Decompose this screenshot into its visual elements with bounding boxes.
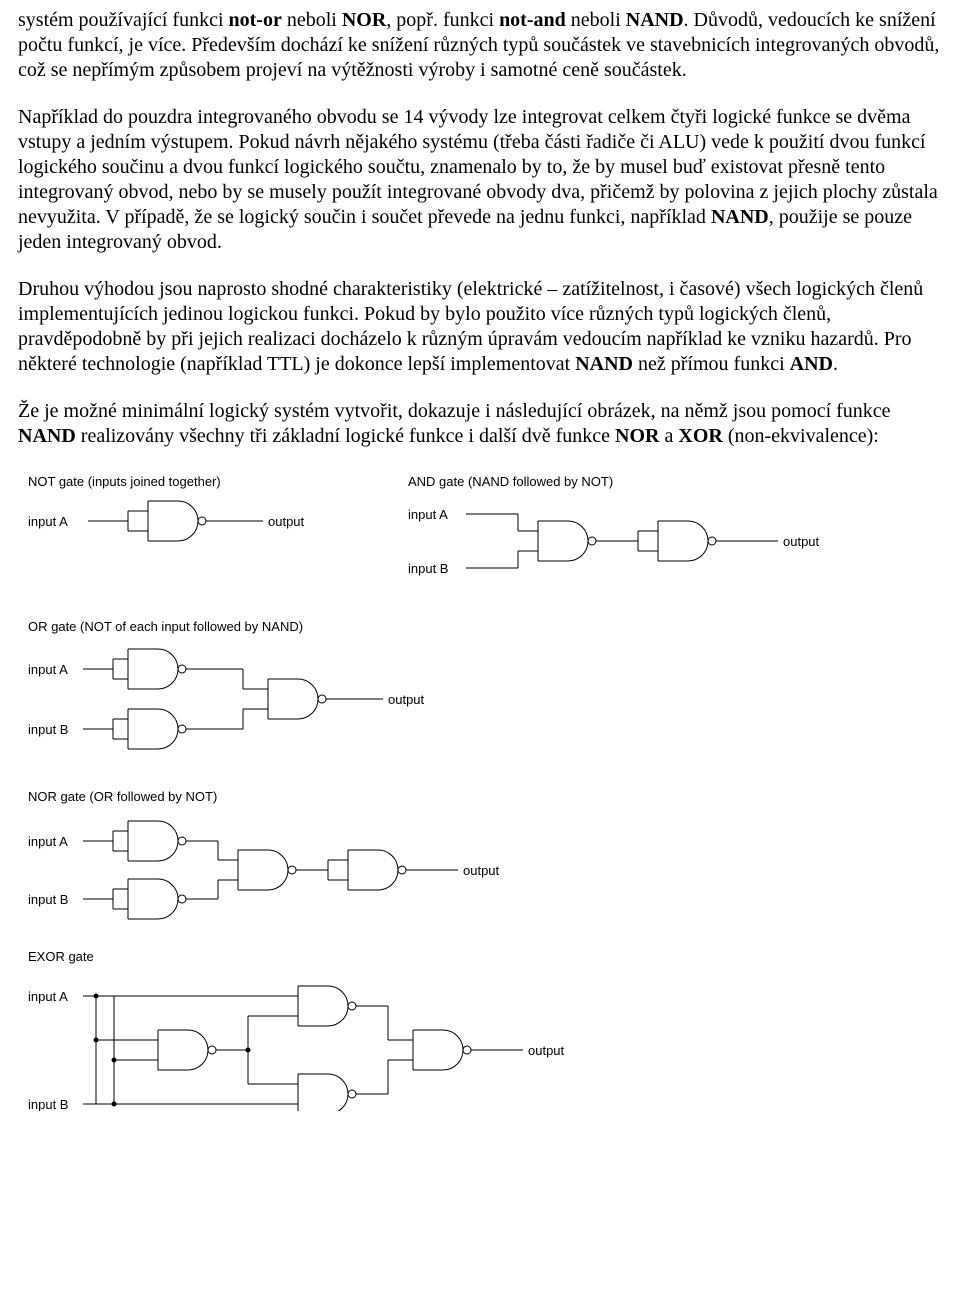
svg-text:EXOR gate: EXOR gate [28, 949, 94, 964]
text: systém používající funkci [18, 9, 229, 31]
text: , popř. funkci [386, 9, 499, 31]
svg-text:output: output [388, 692, 425, 707]
svg-text:NOR gate (OR followed by NOT): NOR gate (OR followed by NOT) [28, 789, 217, 804]
paragraph-1: systém používající funkci not-or neboli … [18, 8, 942, 83]
paragraph-3: Druhou výhodou jsou naprosto shodné char… [18, 277, 942, 377]
text: neboli [282, 9, 342, 31]
paragraph-4: Že je možné minimální logický systém vyt… [18, 399, 942, 449]
svg-text:OR gate (NOT of each input fol: OR gate (NOT of each input followed by N… [28, 619, 303, 634]
text: a [659, 425, 678, 447]
bold: not-and [499, 9, 566, 31]
svg-text:input A: input A [408, 507, 448, 522]
svg-text:AND gate (NAND followed by NOT: AND gate (NAND followed by NOT) [408, 474, 613, 489]
text: . [833, 353, 838, 375]
text: (non-ekvivalence): [723, 425, 879, 447]
text: realizovány všechny tři základní logické… [76, 425, 615, 447]
svg-text:output: output [268, 514, 305, 529]
svg-text:input A: input A [28, 834, 68, 849]
bold: NAND [575, 353, 633, 375]
bold: NAND [626, 9, 684, 31]
svg-text:output: output [463, 863, 500, 878]
svg-text:input A: input A [28, 662, 68, 677]
bold: XOR [678, 425, 722, 447]
bold: AND [790, 353, 833, 375]
paragraph-2: Například do pouzdra integrovaného obvod… [18, 105, 942, 255]
bold: NAND [711, 206, 769, 228]
text: než přímou funkci [633, 353, 790, 375]
svg-text:NOT gate (inputs joined togeth: NOT gate (inputs joined together) [28, 474, 221, 489]
nand-gates-diagram: NOT gate (inputs joined together) input A… [18, 471, 942, 1111]
bold: NAND [18, 425, 76, 447]
svg-text:input B: input B [28, 722, 68, 737]
bold: NOR [615, 425, 659, 447]
svg-text:input B: input B [28, 1097, 68, 1111]
svg-text:input A: input A [28, 514, 68, 529]
text: neboli [566, 9, 626, 31]
svg-text:output: output [528, 1043, 565, 1058]
svg-text:input A: input A [28, 989, 68, 1004]
svg-text:output: output [783, 534, 820, 549]
svg-text:input B: input B [28, 892, 68, 907]
bold: NOR [342, 9, 386, 31]
svg-text:input B: input B [408, 561, 448, 576]
bold: not-or [229, 9, 282, 31]
text: Že je možné minimální logický systém vyt… [18, 400, 891, 422]
